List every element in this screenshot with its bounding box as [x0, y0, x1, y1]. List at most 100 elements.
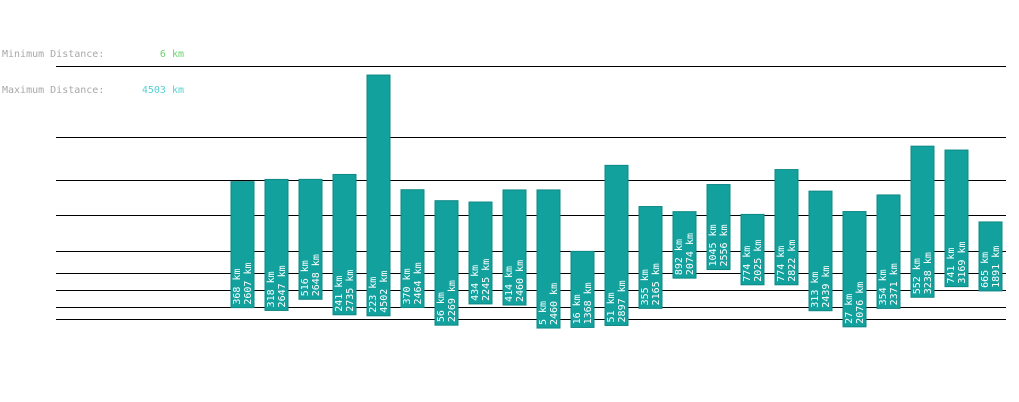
- bar-low-label: 774 km: [742, 246, 753, 282]
- bar-low-label: 241 km: [334, 276, 345, 312]
- range-bar: 516 km 2648 km: [298, 178, 323, 300]
- bar-low-label: 223 km: [368, 277, 379, 313]
- min-distance-row: Minimum Distance: 6 km: [2, 49, 184, 61]
- bar-high-label: 2269 km: [447, 280, 458, 322]
- bar-low-label: 313 km: [810, 272, 821, 308]
- range-bar: 355 km 2165 km: [638, 206, 663, 309]
- bars: 368 km 2607 km 318 km 2647 km 516 km 2648 km 2…: [230, 74, 1003, 329]
- bar-rect: [842, 211, 867, 328]
- bar-high-label: 3238 km: [923, 252, 934, 294]
- max-distance-row: Maximum Distance: 4503 km: [2, 85, 184, 97]
- bar-rect: [774, 169, 799, 286]
- bar-low-label: 354 km: [878, 269, 889, 305]
- bar-low-label: 414 km: [504, 266, 515, 302]
- bar-low-label: 892 km: [674, 239, 685, 275]
- bar-rect: [502, 189, 527, 306]
- range-bar: 51 km 2897 km: [604, 164, 629, 326]
- bar-high-label: 2076 km: [855, 282, 866, 324]
- bar-low-label: 774 km: [776, 246, 787, 282]
- range-bar: 892 km 2074 km: [672, 211, 697, 279]
- bar-high-label: 2371 km: [889, 263, 900, 305]
- bar-low-label: 370 km: [402, 268, 413, 304]
- bar-high-label: 2074 km: [685, 233, 696, 275]
- bar-rect: [706, 184, 731, 271]
- bar-high-label: 2464 km: [413, 262, 424, 304]
- range-bar: 370 km 2464 km: [400, 189, 425, 309]
- bar-rect: [400, 189, 425, 309]
- bar-low-label: 1045 km: [708, 224, 719, 266]
- bar-rect: [366, 74, 391, 317]
- range-bar: 774 km 2025 km: [740, 213, 765, 286]
- bar-low-label: 27 km: [844, 294, 855, 324]
- range-bar: 16 km 1368 km: [570, 250, 595, 328]
- bar-low-label: 16 km: [572, 294, 583, 324]
- bar-high-label: 2735 km: [345, 270, 356, 312]
- bar-rect: [876, 194, 901, 309]
- bar-high-label: 4502 km: [379, 271, 390, 313]
- bar-rect: [944, 149, 969, 288]
- bar-rect: [570, 250, 595, 328]
- bar-high-label: 2607 km: [243, 262, 254, 304]
- bar-low-label: 516 km: [300, 260, 311, 296]
- bar-low-label: 5 km: [538, 301, 549, 325]
- bar-low-label: 355 km: [640, 269, 651, 305]
- range-bar: 368 km 2607 km: [230, 181, 255, 309]
- range-bar: 241 km 2735 km: [332, 173, 357, 316]
- bar-high-label: 3169 km: [957, 241, 968, 283]
- bar-rect: [910, 145, 935, 298]
- range-bar: 223 km 4502 km: [366, 74, 391, 317]
- bar-rect: [298, 178, 323, 300]
- max-distance-value: 4503 km: [141, 85, 184, 96]
- bar-low-label: 434 km: [470, 265, 481, 301]
- bar-high-label: 1368 km: [583, 282, 594, 324]
- bar-low-label: 51 km: [606, 292, 617, 322]
- range-bar: 318 km 2647 km: [264, 178, 289, 311]
- bar-rect: [536, 189, 561, 329]
- min-distance-label: Minimum Distance:: [2, 49, 105, 60]
- bar-rect: [604, 164, 629, 326]
- range-bar: 5 km 2460 km: [536, 189, 561, 329]
- bar-low-label: 552 km: [912, 258, 923, 294]
- bar-rect: [808, 190, 833, 312]
- bar-rect: [740, 213, 765, 286]
- bar-low-label: 665 km: [980, 252, 991, 288]
- bar-rect: [672, 211, 697, 279]
- bar-low-label: 318 km: [266, 271, 277, 307]
- range-bar: 354 km 2371 km: [876, 194, 901, 309]
- bar-high-label: 2822 km: [787, 240, 798, 282]
- range-bar: 56 km 2269 km: [434, 200, 459, 326]
- range-bar: 741 km 3169 km: [944, 149, 969, 288]
- bar-rect: [434, 200, 459, 326]
- range-bar: 414 km 2460 km: [502, 189, 527, 306]
- bar-high-label: 2556 km: [719, 224, 730, 266]
- range-bar: 27 km 2076 km: [842, 211, 867, 328]
- bar-rect: [264, 178, 289, 311]
- bar-rect: [638, 206, 663, 309]
- range-bar: 434 km 2245 km: [468, 201, 493, 305]
- bar-high-label: 2647 km: [277, 265, 288, 307]
- range-bar: 665 km 1891 km: [978, 221, 1003, 292]
- bar-high-label: 2460 km: [515, 260, 526, 302]
- bar-high-label: 1891 km: [991, 246, 1002, 288]
- bar-rect: [332, 173, 357, 316]
- bar-high-label: 2648 km: [311, 254, 322, 296]
- bar-rect: [978, 221, 1003, 292]
- range-bar: 1045 km 2556 km: [706, 184, 731, 271]
- min-distance-value: 6 km: [159, 49, 184, 60]
- bar-high-label: 2439 km: [821, 266, 832, 308]
- distance-stats: Minimum Distance: 6 km Maximum Distance: 4…: [2, 25, 184, 121]
- range-bar: 313 km 2439 km: [808, 190, 833, 312]
- range-bar: 774 km 2822 km: [774, 169, 799, 286]
- bar-low-label: 368 km: [232, 269, 243, 305]
- bar-high-label: 2245 km: [481, 259, 492, 301]
- bar-low-label: 741 km: [946, 248, 957, 284]
- bar-low-label: 56 km: [436, 292, 447, 322]
- bar-high-label: 2460 km: [549, 283, 560, 325]
- bar-rect: [230, 181, 255, 309]
- max-distance-label: Maximum Distance:: [2, 85, 105, 96]
- bar-high-label: 2897 km: [617, 280, 628, 322]
- bar-high-label: 2165 km: [651, 263, 662, 305]
- bar-high-label: 2025 km: [753, 240, 764, 282]
